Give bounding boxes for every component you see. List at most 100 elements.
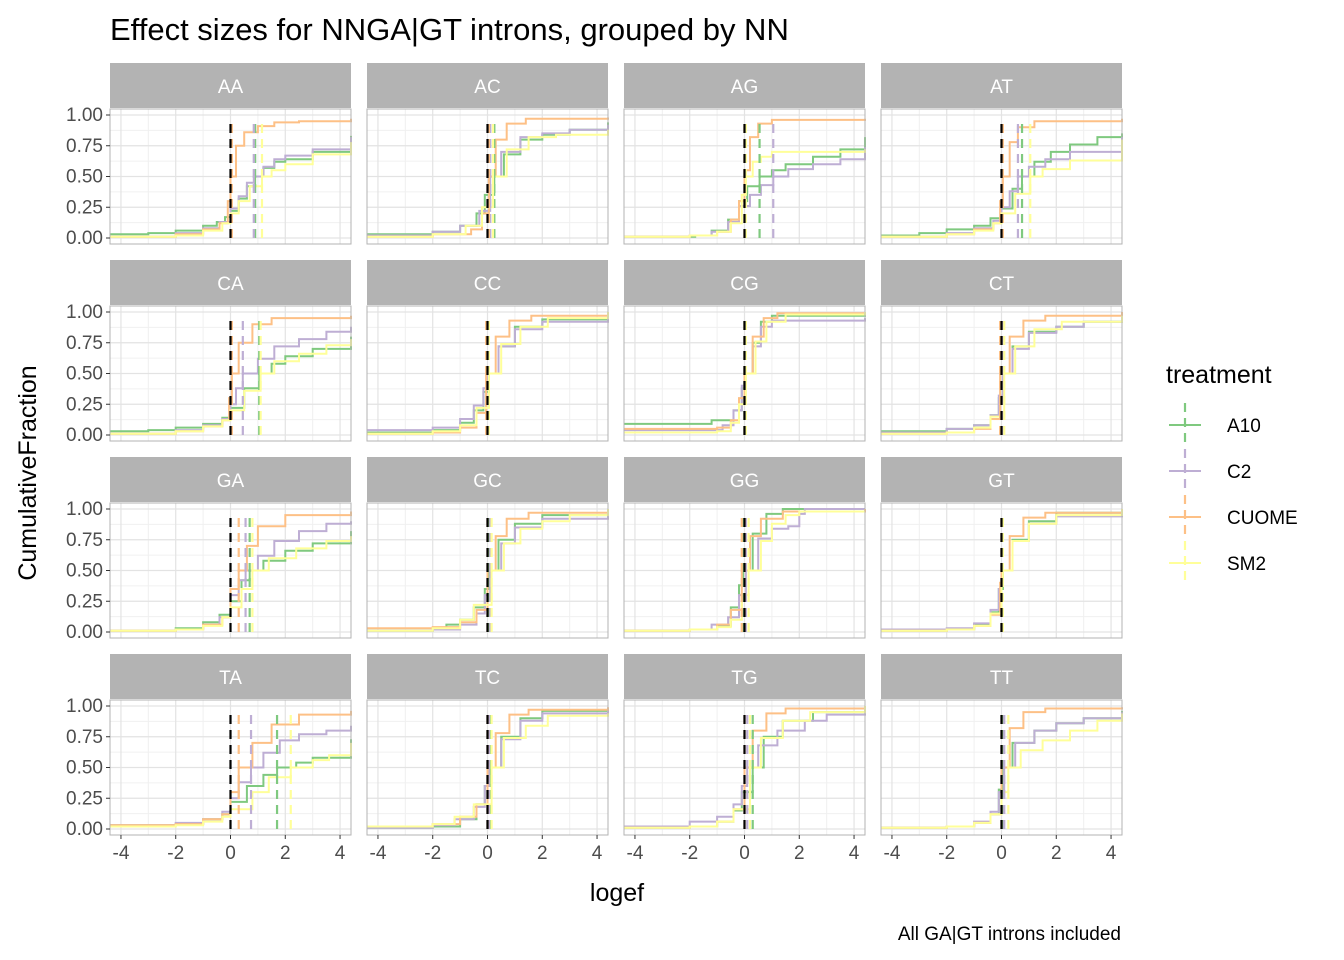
panel-AG: AG (623, 63, 866, 245)
facet-strip-label: GA (217, 471, 245, 492)
x-tick-label: 2 (794, 843, 805, 864)
ecdf-line-SM2 (110, 142, 352, 238)
chart-title: Effect sizes for NNGA|GT introns, groupe… (110, 12, 789, 47)
panel-TC: TC -4 -2 0 2 4 (366, 654, 609, 864)
facet-strip (110, 260, 351, 305)
panel-CC: CC (366, 260, 609, 442)
x-tick-label: 2 (280, 843, 291, 864)
facet-strip-label: CG (730, 274, 759, 295)
panel-CA: CA 0.00 0.25 0.50 0.75 1.00 (66, 260, 352, 446)
x-tick-label: -2 (681, 843, 698, 864)
facet-strip (110, 457, 351, 502)
facet-strip (624, 457, 865, 502)
facet-strip (367, 654, 608, 699)
x-tick-label: 0 (482, 843, 493, 864)
y-tick-label: 0.00 (66, 819, 103, 840)
panel-border (880, 108, 1123, 245)
y-tick-label: 1.00 (66, 499, 103, 520)
y-tick-label: 0.50 (66, 561, 103, 582)
x-tick-label: -2 (424, 843, 441, 864)
x-tick-label: 2 (1051, 843, 1062, 864)
facet-strip-label: GT (988, 471, 1015, 492)
facet-strip (110, 63, 351, 108)
y-tick-label: 0.00 (66, 228, 103, 249)
y-tick-label: 0.50 (66, 364, 103, 385)
y-tick-label: 0.75 (66, 136, 103, 157)
facet-strip-label: TT (990, 668, 1014, 689)
facet-strip-label: AC (474, 77, 500, 98)
ecdf-line-A10 (881, 133, 1123, 237)
y-tick-label: 0.75 (66, 727, 103, 748)
ecdf-line-C2 (624, 147, 866, 238)
panel-border (623, 305, 866, 442)
facet-strip (881, 654, 1122, 699)
panel-GC: GC (366, 457, 609, 639)
x-tick-label: -2 (938, 843, 955, 864)
ecdf-line-C2 (367, 709, 609, 829)
x-tick-label: -4 (627, 843, 644, 864)
panel-GA: GA 0.00 0.25 0.50 0.75 1.00 (66, 457, 352, 643)
panel-TA: TA 0.00 0.25 0.50 0.75 1.00 -4 -2 0 2 4 (66, 654, 352, 864)
facet-strip-label: TA (219, 668, 242, 689)
y-tick-label: 0.25 (66, 788, 103, 809)
legend: treatment A10 C2 CUOME SM2 (1166, 361, 1298, 585)
y-tick-label: 0.25 (66, 591, 103, 612)
facet-strip (881, 260, 1122, 305)
panel-border (366, 305, 609, 442)
y-axis-title: CumulativeFraction (14, 365, 42, 580)
panel-GG: GG (623, 457, 866, 639)
facet-strip (624, 654, 865, 699)
facet-strip (624, 260, 865, 305)
x-tick-label: -2 (167, 843, 184, 864)
facet-strip-label: GC (473, 471, 502, 492)
panel-AC: AC (366, 63, 609, 245)
facet-strip-label: TC (475, 668, 500, 689)
chart-caption: All GA|GT introns included (898, 924, 1121, 945)
y-tick-label: 1.00 (66, 696, 103, 717)
x-tick-label: 0 (225, 843, 236, 864)
panel-AA: AA 0.00 0.25 0.50 0.75 1.00 (66, 63, 352, 249)
y-tick-label: 0.25 (66, 197, 103, 218)
ecdf-line-C2 (110, 137, 352, 238)
ecdf-line-SM2 (367, 509, 609, 632)
x-tick-label: 0 (996, 843, 1007, 864)
y-tick-label: 0.25 (66, 394, 103, 415)
x-tick-label: 4 (335, 843, 346, 864)
facet-strip-label: CC (474, 274, 501, 295)
ecdf-line-SM2 (110, 742, 352, 828)
facet-strip (624, 63, 865, 108)
legend-entry-C2: C2 (1169, 449, 1251, 493)
panel-border (880, 305, 1123, 442)
legend-label: A10 (1227, 416, 1261, 437)
legend-label: SM2 (1227, 554, 1266, 575)
y-tick-label: 0.00 (66, 425, 103, 446)
legend-entry-A10: A10 (1169, 403, 1261, 447)
panel-TT: TT -4 -2 0 2 4 (880, 654, 1123, 864)
legend-entry-CUOME: CUOME (1169, 495, 1298, 539)
facet-panels: AA 0.00 0.25 0.50 0.75 1.00 AC AG AT CA 0.00 0.25 0.… (66, 63, 1123, 864)
x-tick-label: -4 (370, 843, 387, 864)
facet-strip-label: CT (989, 274, 1015, 295)
x-tick-label: 4 (592, 843, 603, 864)
y-tick-label: 1.00 (66, 302, 103, 323)
panel-border (366, 108, 609, 245)
legend-title: treatment (1166, 361, 1272, 389)
facet-strip-label: TG (731, 668, 757, 689)
facet-strip (367, 63, 608, 108)
facet-strip-label: CA (217, 274, 244, 295)
y-tick-label: 0.75 (66, 530, 103, 551)
ecdf-line-SM2 (881, 139, 1123, 238)
x-tick-label: 4 (1106, 843, 1117, 864)
ecdf-line-SM2 (624, 149, 866, 238)
facet-strip (367, 457, 608, 502)
x-tick-label: -4 (884, 843, 901, 864)
y-tick-label: 0.50 (66, 167, 103, 188)
y-tick-label: 0.50 (66, 758, 103, 779)
panel-GT: GT (880, 457, 1123, 639)
facet-strip-label: GG (730, 471, 760, 492)
facet-strip (881, 457, 1122, 502)
ecdf-line-SM2 (110, 339, 352, 435)
y-tick-label: 0.75 (66, 333, 103, 354)
panel-CG: CG (623, 260, 866, 442)
